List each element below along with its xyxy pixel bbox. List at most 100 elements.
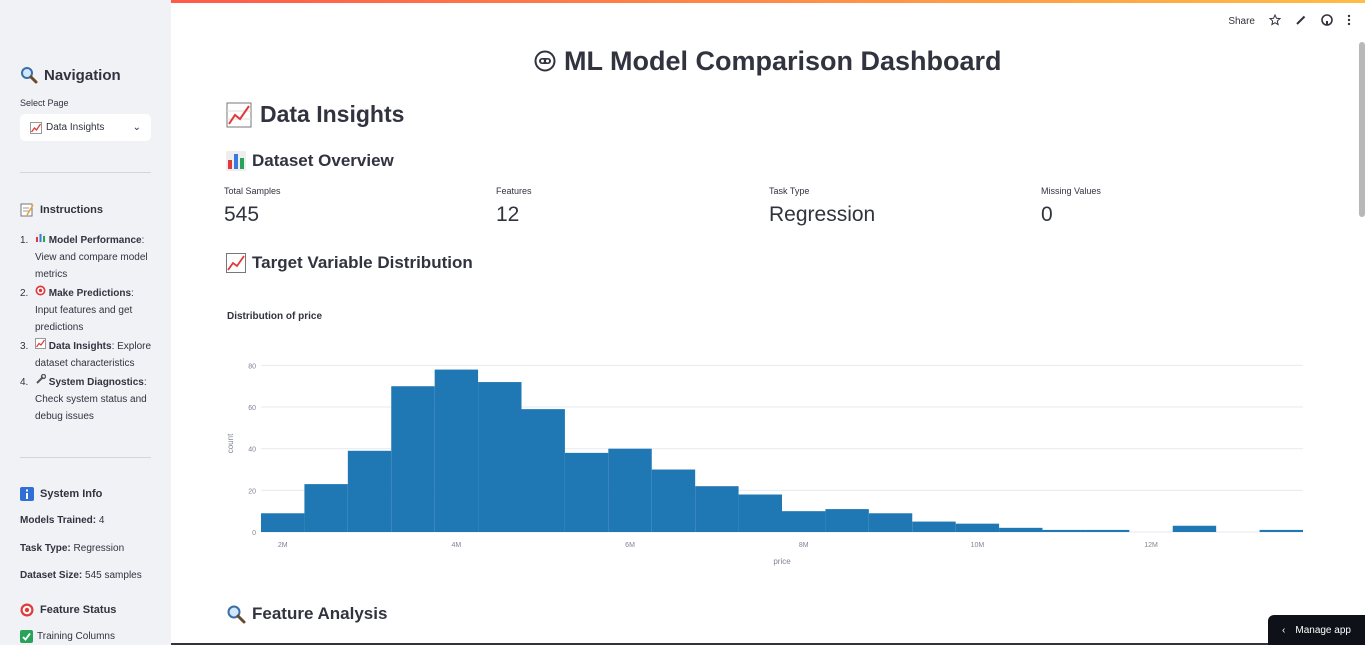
- x-axis-label: price: [773, 557, 791, 566]
- histogram-bar: [1042, 529, 1086, 532]
- histogram-bar: [391, 386, 435, 532]
- histogram-bar: [868, 513, 913, 532]
- list-text: System Diagnostics: Check system status …: [35, 373, 155, 425]
- list-number: 3.: [20, 341, 29, 352]
- chart-title: Distribution of price: [227, 311, 322, 322]
- dataset-size-label: Dataset Size:: [20, 570, 83, 581]
- overview-title: Dataset Overview: [252, 151, 394, 170]
- metric-label: Features: [496, 186, 532, 196]
- instruction-text: : Check system status and debug issues: [35, 377, 147, 422]
- bar-chart-icon: [35, 232, 46, 243]
- target-distribution-heading: Target Variable Distribution: [226, 253, 473, 273]
- x-tick-label: 12M: [1144, 542, 1158, 549]
- instruction-bold: Model Performance: [48, 235, 142, 246]
- histogram-bar: [955, 523, 1000, 532]
- top-accent-line: [0, 0, 1365, 3]
- histogram-bar: [651, 469, 696, 532]
- x-tick-label: 2M: [278, 542, 288, 549]
- app-toolbar: Share: [1228, 13, 1351, 29]
- metric-total-samples: Total Samples 545: [224, 186, 281, 227]
- star-icon[interactable]: [1268, 13, 1282, 29]
- manage-app-button[interactable]: ‹ Manage app: [1268, 615, 1365, 645]
- section-title: Data Insights: [260, 101, 405, 127]
- x-tick-label: 8M: [799, 542, 809, 549]
- histogram-bar: [434, 369, 479, 532]
- y-tick-label: 0: [252, 530, 256, 537]
- chevron-down-icon: ⌄: [132, 122, 141, 133]
- metric-label: Task Type: [769, 186, 810, 196]
- models-trained-label: Models Trained:: [20, 515, 97, 526]
- metric-value: 12: [496, 203, 520, 226]
- instruction-bold: System Diagnostics: [48, 377, 144, 388]
- more-menu-icon[interactable]: [1347, 14, 1351, 29]
- github-icon[interactable]: [1321, 14, 1333, 29]
- system-info-title: System Info: [40, 488, 103, 500]
- instructions-list: 1. Model Performance: View and compare m…: [20, 232, 155, 427]
- training-columns-line: Training Columns: [20, 630, 115, 643]
- metric-label: Missing Values: [1041, 186, 1101, 196]
- histogram-bar: [304, 484, 348, 532]
- histogram-bar: [825, 509, 869, 532]
- models-trained-line: Models Trained: 4: [20, 515, 104, 526]
- manage-app-label: Manage app: [1295, 624, 1351, 636]
- share-button[interactable]: Share: [1228, 16, 1255, 27]
- page-select[interactable]: Data Insights ⌄: [20, 114, 151, 141]
- histogram-bar: [564, 452, 609, 532]
- chart-up-icon: [35, 338, 46, 349]
- histogram-bar: [1172, 525, 1217, 532]
- scrollbar[interactable]: [1359, 42, 1365, 217]
- histogram-bar: [1259, 529, 1303, 532]
- feature-analysis-heading: Feature Analysis: [226, 604, 387, 624]
- x-tick-label: 4M: [452, 542, 462, 549]
- target-icon: [35, 285, 46, 296]
- system-info-heading: System Info: [20, 487, 102, 501]
- list-number: 4.: [20, 377, 29, 388]
- sidebar: Navigation Select Page Data Insights ⌄ I…: [0, 0, 171, 645]
- bar-chart-icon: [226, 151, 246, 171]
- page-select-value: Data Insights: [46, 122, 105, 133]
- x-tick-label: 6M: [625, 542, 635, 549]
- metric-value: 545: [224, 203, 260, 226]
- histogram-bar: [478, 382, 522, 532]
- overview-heading: Dataset Overview: [226, 151, 394, 171]
- feature-status-title: Feature Status: [40, 604, 117, 616]
- instructions-heading: Instructions: [20, 203, 103, 217]
- y-axis-label: count: [226, 433, 235, 453]
- metric-value: Regression: [769, 203, 876, 226]
- histogram-bar: [782, 511, 826, 532]
- navigation-heading: Navigation: [20, 66, 121, 84]
- main-content: Share ML Model Comparison Dashboard Data…: [171, 0, 1365, 645]
- chevron-left-icon: ‹: [1282, 624, 1286, 636]
- y-tick-label: 80: [248, 363, 256, 370]
- magnifier-icon: [21, 67, 38, 84]
- models-trained-value: 4: [98, 515, 105, 526]
- histogram-bar: [999, 527, 1043, 532]
- info-icon: [20, 487, 34, 501]
- y-tick-label: 20: [248, 488, 256, 495]
- list-number: 2.: [20, 288, 29, 299]
- magnifier-icon: [227, 605, 246, 624]
- target-icon: [20, 603, 34, 617]
- list-text: Data Insights: Explore dataset character…: [35, 338, 155, 372]
- navigation-title: Navigation: [44, 66, 121, 84]
- list-item: 1. Model Performance: View and compare m…: [20, 232, 155, 283]
- histogram-bar: [912, 521, 956, 532]
- feature-status-heading: Feature Status: [20, 603, 116, 617]
- instructions-title: Instructions: [40, 204, 103, 216]
- list-item: 3. Data Insights: Explore dataset charac…: [20, 338, 155, 372]
- memo-icon: [20, 203, 34, 217]
- check-icon: [20, 630, 33, 643]
- metric-task-type: Task Type Regression: [769, 186, 875, 227]
- y-tick-label: 40: [248, 447, 256, 454]
- edit-icon[interactable]: [1295, 14, 1307, 29]
- divider: [20, 457, 151, 458]
- task-type-label: Task Type:: [20, 543, 71, 554]
- chart-up-icon: [30, 121, 42, 134]
- metric-value: 0: [1041, 203, 1053, 226]
- chart-up-icon: [226, 253, 246, 273]
- list-item: 2. Make Predictions: Input features and …: [20, 285, 155, 336]
- dataset-size-line: Dataset Size: 545 samples: [20, 570, 142, 581]
- instruction-text: : Input features and get predictions: [35, 288, 134, 333]
- list-item: 4. System Diagnostics: Check system stat…: [20, 373, 155, 425]
- y-tick-label: 60: [248, 405, 256, 412]
